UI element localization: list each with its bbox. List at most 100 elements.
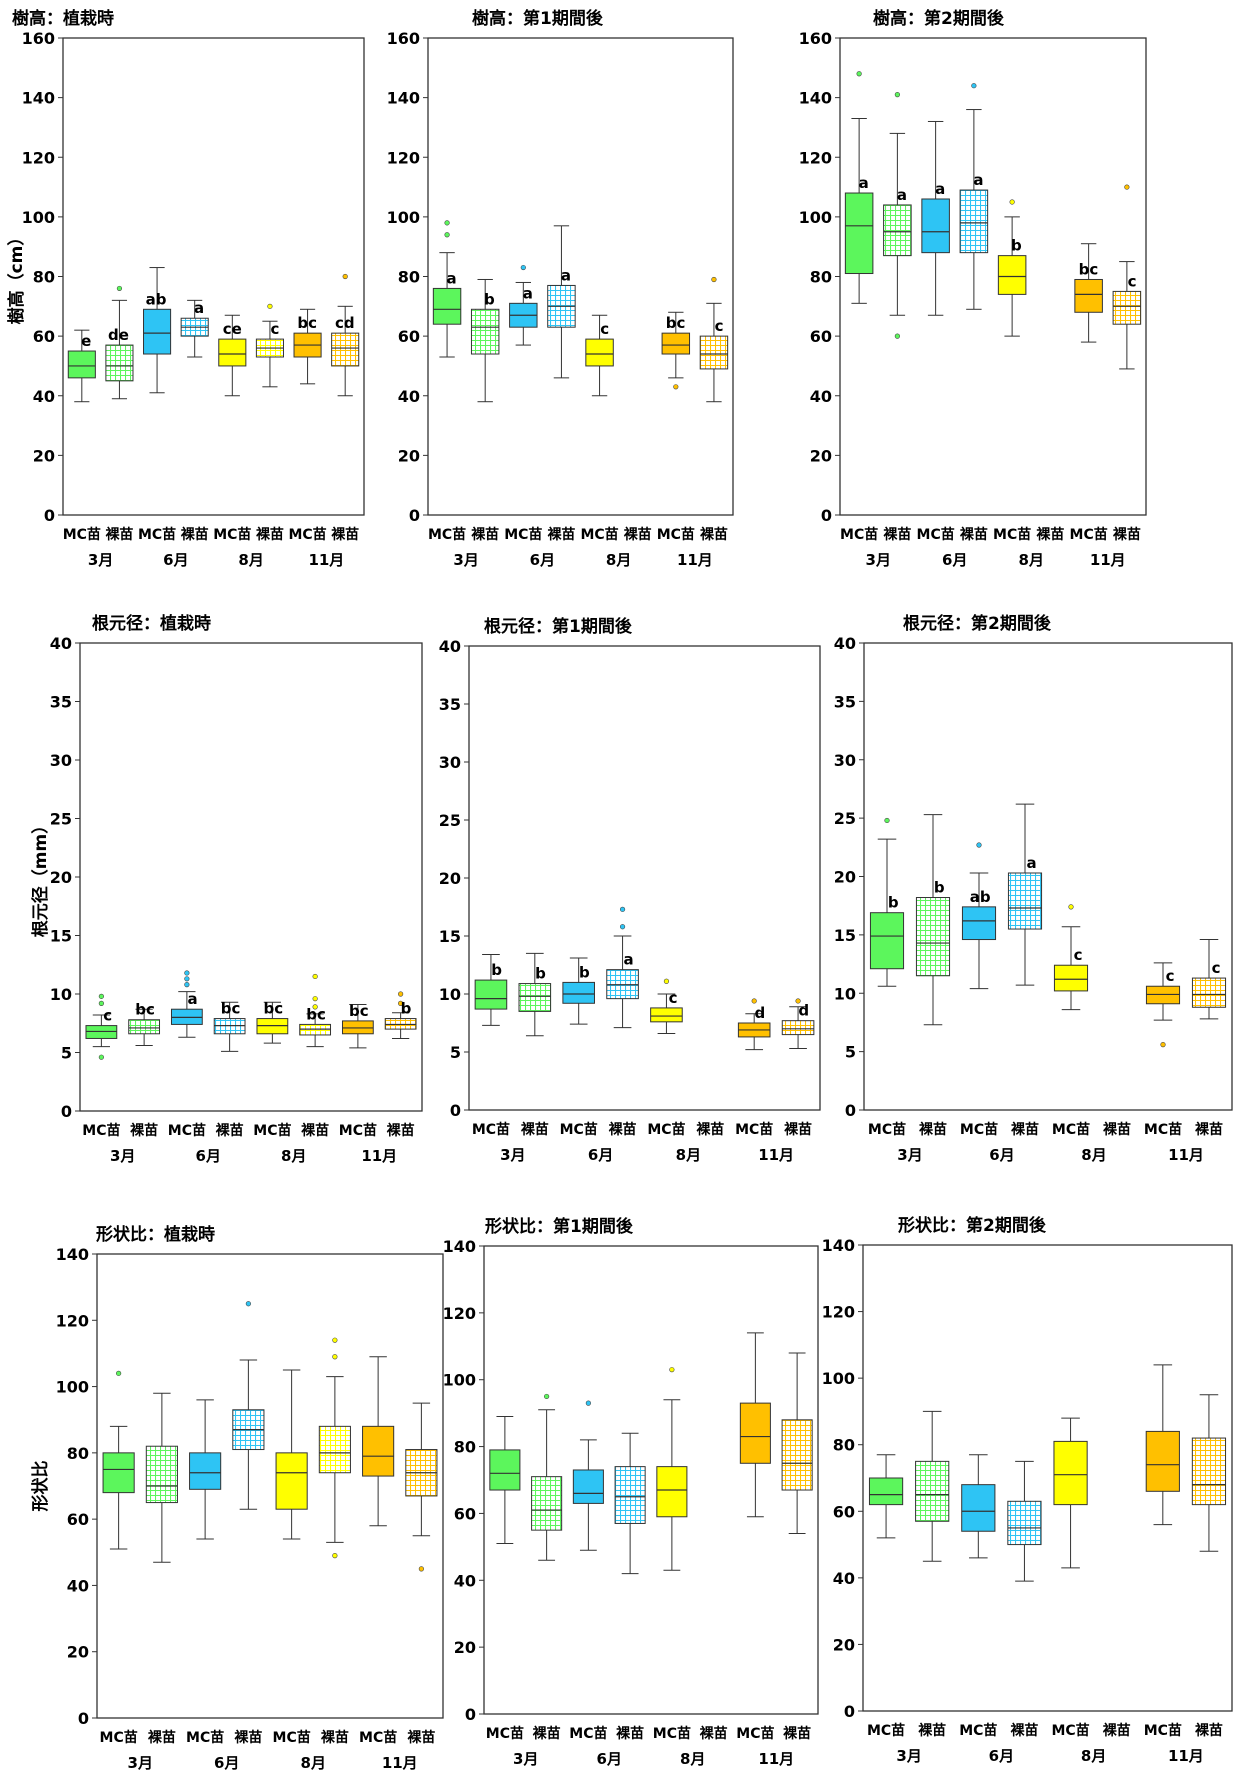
iqr-box — [1112, 290, 1142, 325]
x-group-label: MC苗 — [359, 1729, 397, 1746]
y-tick-label: 40 — [67, 1576, 89, 1595]
iqr-box — [275, 1452, 308, 1510]
iqr-box — [699, 335, 729, 370]
y-tick-label: 35 — [439, 695, 461, 714]
significance-letter: b — [888, 894, 899, 912]
y-tick-label: 0 — [845, 1101, 856, 1120]
x-group-label: MC苗 — [735, 1121, 773, 1138]
iqr-box — [474, 979, 508, 1010]
outlier-point — [312, 973, 318, 980]
outlier-point — [332, 1337, 338, 1343]
y-axis-label: 樹高（cm） — [6, 229, 27, 325]
box-11月-MC苗 — [362, 1356, 395, 1527]
significance-letter: a — [935, 180, 945, 198]
x-month-label: 3月 — [128, 1754, 153, 1771]
plot-frame — [79, 642, 423, 1112]
x-month-label: 6月 — [214, 1754, 239, 1771]
significance-letter: c — [669, 989, 678, 1007]
outlier-point — [663, 978, 670, 984]
x-group-label: MC苗 — [428, 526, 466, 543]
panel-title: 形状比：第1期間後 — [485, 1216, 634, 1237]
x-month-label: 6月 — [942, 551, 967, 569]
y-axis-label: 根元径（mm） — [30, 817, 51, 937]
significance-letter: d — [798, 1002, 809, 1020]
box-11月-裸苗 — [781, 1352, 813, 1534]
y-tick-label: 0 — [465, 1705, 476, 1724]
significance-letter: bc — [349, 1002, 369, 1020]
x-month-label: 8月 — [281, 1147, 306, 1165]
iqr-box — [883, 204, 912, 257]
x-group-label: 裸苗 — [521, 1121, 549, 1138]
y-tick-label: 40 — [810, 387, 832, 406]
x-month-label: 6月 — [597, 1750, 622, 1768]
x-group-label: 裸苗 — [783, 1725, 811, 1742]
iqr-box — [218, 338, 247, 367]
significance-letter: c — [1074, 946, 1083, 964]
y-tick-label: 0 — [409, 506, 420, 525]
x-group-label: MC苗 — [1144, 1121, 1182, 1138]
box-6月-MC苗: b — [562, 957, 595, 1025]
box-8月-裸苗: c — [255, 303, 284, 388]
box-11月-裸苗: c — [699, 276, 729, 403]
y-tick-label: 140 — [22, 89, 55, 108]
x-month-label: 11月 — [677, 551, 713, 569]
y-tick-label: 30 — [834, 751, 856, 770]
x-month-label: 11月 — [758, 1750, 794, 1768]
significance-letter: c — [271, 320, 280, 338]
box-3月-MC苗 — [489, 1415, 521, 1545]
plot-frame — [839, 37, 1147, 516]
y-tick-label: 140 — [56, 1245, 89, 1264]
y-tick-label: 5 — [61, 1044, 72, 1063]
iqr-box — [318, 1425, 351, 1474]
significance-letter: bc — [666, 314, 686, 332]
significance-letter: cd — [335, 314, 355, 332]
iqr-box — [189, 1452, 222, 1490]
plot-frame — [62, 37, 365, 516]
box-11月-MC苗: bc — [661, 311, 691, 390]
significance-letter: c — [103, 1007, 112, 1025]
iqr-box — [1053, 964, 1089, 992]
y-tick-label: 80 — [33, 268, 55, 287]
x-group-label: MC苗 — [82, 1122, 120, 1139]
box-3月-裸苗: a — [883, 92, 912, 339]
box-3月-MC苗: a — [844, 71, 874, 304]
panel-title: 根元径：第2期間後 — [903, 613, 1052, 634]
x-month-label: 6月 — [530, 551, 555, 569]
iqr-box — [1074, 278, 1103, 313]
y-tick-label: 20 — [33, 446, 55, 465]
y-tick-label: 0 — [44, 506, 55, 525]
y-tick-label: 40 — [833, 1569, 855, 1588]
iqr-box — [614, 1466, 646, 1524]
x-month-label: 8月 — [606, 551, 631, 569]
box-3月-裸苗: b — [915, 814, 951, 1026]
y-tick-label: 10 — [834, 984, 856, 1003]
x-group-label: 裸苗 — [1113, 526, 1141, 543]
x-month-label: 11月 — [308, 551, 344, 569]
significance-letter: bc — [306, 1005, 326, 1023]
x-month-label: 8月 — [676, 1146, 701, 1164]
iqr-box — [915, 1460, 950, 1522]
box-6月-MC苗: a — [921, 120, 950, 316]
iqr-box — [1191, 1437, 1227, 1506]
outlier-point — [856, 71, 862, 77]
box-6月-裸苗: a — [1007, 803, 1043, 986]
box-8月-MC苗 — [275, 1369, 308, 1540]
iqr-box — [585, 338, 614, 367]
iqr-box — [128, 1019, 161, 1035]
box-11月-MC苗: c — [1145, 962, 1181, 1048]
x-group-label: 裸苗 — [700, 1725, 728, 1742]
y-tick-label: 40 — [50, 634, 72, 653]
box-11月-MC苗: bc — [1074, 243, 1103, 343]
iqr-box — [959, 189, 989, 254]
outlier-point — [976, 842, 982, 848]
box-11月-裸苗: c — [1191, 939, 1227, 1020]
y-tick-label: 80 — [833, 1436, 855, 1455]
panel-title: 形状比：植栽時 — [96, 1224, 215, 1245]
y-tick-label: 20 — [834, 868, 856, 887]
y-tick-label: 100 — [56, 1378, 89, 1397]
iqr-box — [331, 332, 360, 367]
x-group-label: 裸苗 — [918, 1722, 946, 1739]
significance-letter: a — [897, 186, 907, 204]
